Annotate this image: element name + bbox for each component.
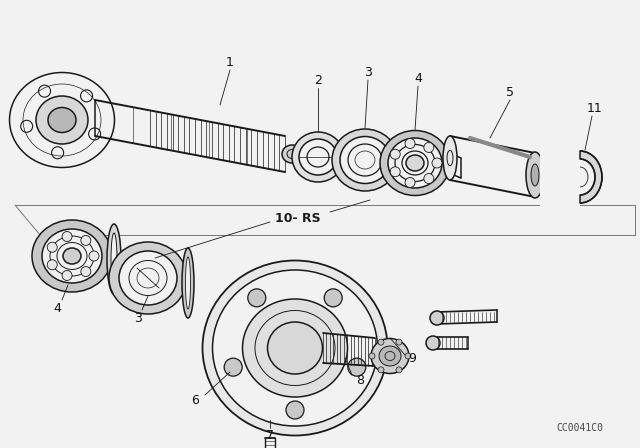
Circle shape bbox=[324, 289, 342, 307]
Ellipse shape bbox=[111, 233, 117, 285]
Ellipse shape bbox=[186, 257, 191, 309]
Ellipse shape bbox=[443, 136, 457, 180]
Ellipse shape bbox=[371, 339, 409, 374]
Circle shape bbox=[62, 232, 72, 241]
Ellipse shape bbox=[379, 346, 401, 366]
Circle shape bbox=[424, 173, 434, 184]
Text: 6: 6 bbox=[191, 393, 199, 406]
Circle shape bbox=[88, 128, 100, 140]
Circle shape bbox=[405, 138, 415, 149]
Text: 1: 1 bbox=[226, 56, 234, 69]
Circle shape bbox=[62, 271, 72, 280]
Ellipse shape bbox=[299, 139, 337, 175]
Ellipse shape bbox=[48, 108, 76, 133]
Circle shape bbox=[47, 260, 57, 270]
Circle shape bbox=[396, 339, 402, 345]
Ellipse shape bbox=[558, 151, 602, 203]
Ellipse shape bbox=[526, 152, 544, 198]
Circle shape bbox=[378, 367, 384, 373]
Text: 11: 11 bbox=[587, 102, 603, 115]
Circle shape bbox=[52, 147, 63, 159]
Circle shape bbox=[47, 242, 57, 252]
Ellipse shape bbox=[332, 129, 398, 191]
Circle shape bbox=[81, 236, 91, 246]
Text: 5: 5 bbox=[506, 86, 514, 99]
Text: 10- RS: 10- RS bbox=[275, 211, 321, 224]
Text: CC0041C0: CC0041C0 bbox=[557, 423, 604, 433]
Circle shape bbox=[390, 167, 400, 177]
Ellipse shape bbox=[63, 248, 81, 264]
Ellipse shape bbox=[531, 164, 539, 186]
Circle shape bbox=[286, 401, 304, 419]
Circle shape bbox=[224, 358, 242, 376]
Ellipse shape bbox=[268, 322, 323, 374]
Circle shape bbox=[405, 353, 411, 359]
Ellipse shape bbox=[182, 248, 194, 318]
Circle shape bbox=[390, 149, 400, 159]
Circle shape bbox=[81, 90, 93, 102]
Ellipse shape bbox=[426, 336, 440, 350]
Ellipse shape bbox=[430, 311, 444, 325]
Ellipse shape bbox=[406, 155, 424, 171]
Ellipse shape bbox=[119, 251, 177, 305]
Ellipse shape bbox=[10, 73, 115, 168]
Ellipse shape bbox=[565, 159, 595, 195]
Ellipse shape bbox=[42, 229, 102, 283]
Text: 7: 7 bbox=[266, 428, 274, 441]
Text: 3: 3 bbox=[134, 311, 142, 324]
Ellipse shape bbox=[282, 145, 302, 163]
Ellipse shape bbox=[340, 137, 390, 184]
Text: 4: 4 bbox=[414, 72, 422, 85]
Circle shape bbox=[20, 121, 33, 132]
Ellipse shape bbox=[212, 270, 378, 426]
Circle shape bbox=[396, 367, 402, 373]
Circle shape bbox=[81, 267, 91, 276]
Circle shape bbox=[348, 358, 366, 376]
Circle shape bbox=[424, 142, 434, 152]
Ellipse shape bbox=[32, 220, 112, 292]
Ellipse shape bbox=[388, 138, 442, 188]
Ellipse shape bbox=[36, 96, 88, 144]
Ellipse shape bbox=[243, 299, 348, 397]
Circle shape bbox=[248, 289, 266, 307]
Ellipse shape bbox=[380, 130, 450, 195]
Ellipse shape bbox=[292, 132, 344, 182]
Ellipse shape bbox=[107, 224, 121, 294]
Circle shape bbox=[38, 85, 51, 97]
Circle shape bbox=[432, 158, 442, 168]
Circle shape bbox=[405, 177, 415, 187]
Circle shape bbox=[89, 251, 99, 261]
Text: 2: 2 bbox=[314, 73, 322, 86]
Text: 9: 9 bbox=[408, 352, 416, 365]
Circle shape bbox=[369, 353, 375, 359]
Ellipse shape bbox=[202, 260, 387, 435]
Text: 3: 3 bbox=[364, 65, 372, 78]
Bar bbox=[540, 140, 580, 220]
Circle shape bbox=[378, 339, 384, 345]
Text: 8: 8 bbox=[356, 374, 364, 387]
Ellipse shape bbox=[109, 242, 187, 314]
Text: 4: 4 bbox=[53, 302, 61, 314]
